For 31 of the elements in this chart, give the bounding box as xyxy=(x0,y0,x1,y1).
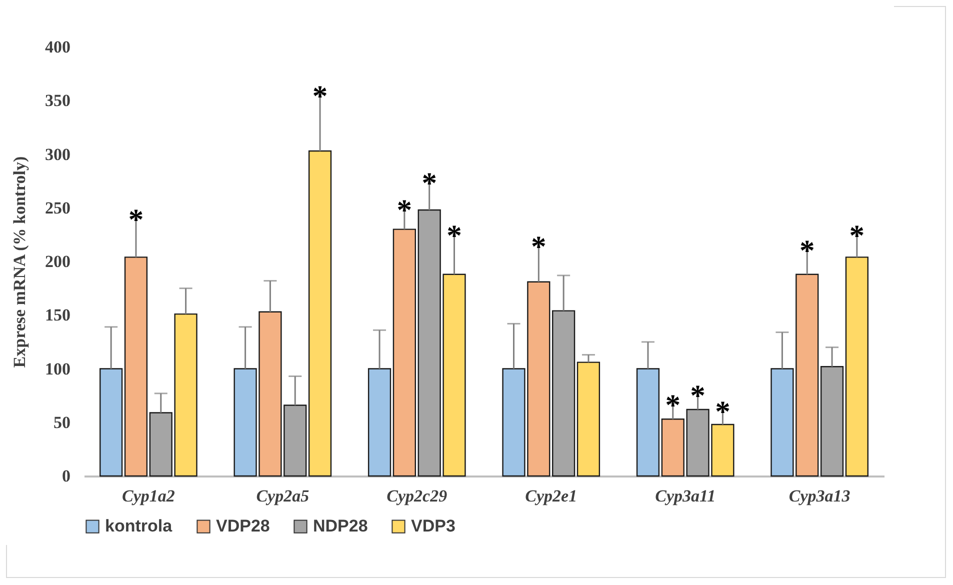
data-label: * xyxy=(396,194,412,227)
y-tick-label: 100 xyxy=(45,359,70,378)
data-label: * xyxy=(312,80,328,114)
data-label: * xyxy=(128,204,144,237)
x-tick-label: Cyp2c29 xyxy=(386,486,448,506)
x-tick-label: Cyp2e1 xyxy=(525,486,578,506)
y-tick-label: 300 xyxy=(45,144,70,164)
data-label: * xyxy=(665,389,680,422)
y-tick-label: 200 xyxy=(45,252,70,271)
data-label: * xyxy=(422,167,437,200)
y-tick-label: 0 xyxy=(62,466,70,486)
data-label: * xyxy=(849,220,864,253)
legend-label: VDP3 xyxy=(411,516,456,536)
legend-label: kontrola xyxy=(105,516,173,536)
legend-label: VDP28 xyxy=(216,516,270,536)
data-label: * xyxy=(446,220,462,253)
y-tick-label: 350 xyxy=(45,91,70,110)
x-tick-label: Cyp3a11 xyxy=(655,486,716,506)
data-label: * xyxy=(690,379,706,412)
x-tick-label: Cyp1a2 xyxy=(122,486,176,506)
x-tick-label: Cyp3a13 xyxy=(788,486,851,506)
legend-label: NDP28 xyxy=(313,516,368,536)
y-tick-label: 400 xyxy=(45,38,70,56)
data-label: * xyxy=(715,396,730,429)
data-label: * xyxy=(531,230,546,264)
x-tick-label: Cyp2a5 xyxy=(256,486,310,506)
y-tick-label: 50 xyxy=(54,412,70,432)
y-axis-title: Exprese mRNA (% kontroly) xyxy=(10,156,29,368)
y-tick-label: 150 xyxy=(45,306,70,325)
data-label: * xyxy=(800,234,815,268)
y-tick-label: 250 xyxy=(45,198,70,218)
